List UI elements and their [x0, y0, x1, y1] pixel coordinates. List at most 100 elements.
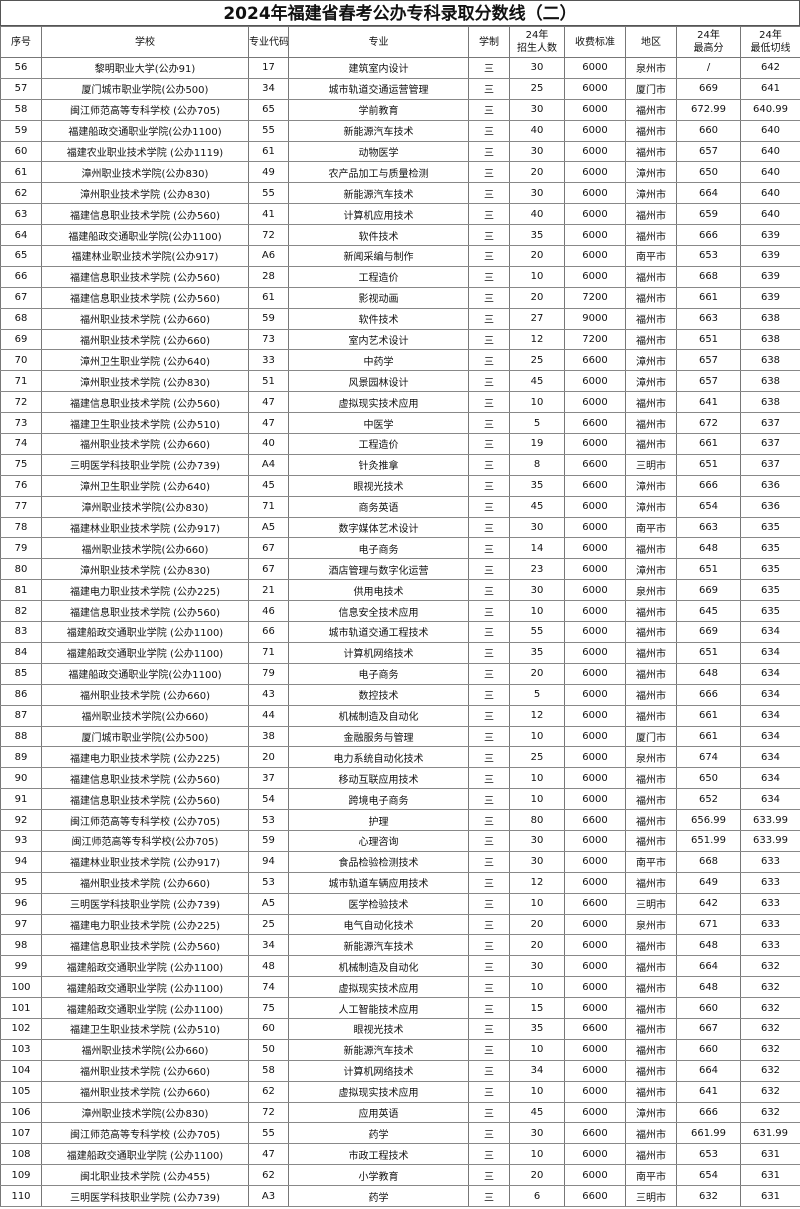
table-row: 72 福建信息职业技术学院 (公办560) 47 虚拟现实技术应用三 10 6000 福州市… — [0, 391, 800, 414]
header-max-score: 24年 最高分 — [676, 26, 741, 58]
cell-region: 福州市 — [625, 767, 677, 790]
cell-index: 64 — [0, 224, 42, 247]
cell-school: 三明医学科技职业学院 (公办739) — [41, 453, 249, 476]
cell-index: 92 — [0, 809, 42, 831]
cell-min-score: 633 — [740, 913, 800, 936]
table-row: 101 福建船政交通职业学院 (公办1100) 75 人工智能技术应用三 15 6000 福… — [0, 997, 800, 1019]
cell-tuition: 6000 — [564, 203, 626, 226]
cell-enrollment: 45 — [509, 370, 565, 393]
cell-major-code: 59 — [248, 307, 289, 330]
cell-index: 58 — [0, 98, 42, 121]
cell-tuition: 6600 — [564, 453, 626, 476]
cell-school: 福州职业技术学院 (公办660) — [41, 433, 249, 455]
cell-major: 电子商务 — [288, 537, 469, 560]
cell-enrollment: 30 — [509, 57, 565, 79]
cell-school: 厦门城市职业学院(公办500) — [41, 725, 249, 748]
cell-duration: 三 — [468, 1143, 510, 1166]
cell-min-score: 640 — [740, 203, 800, 226]
cell-duration: 三 — [468, 704, 510, 727]
cell-region: 福州市 — [625, 788, 677, 811]
cell-school: 厦门城市职业学院(公办500) — [41, 77, 249, 100]
cell-index: 70 — [0, 349, 42, 372]
cell-major: 电气自动化技术 — [288, 913, 469, 936]
cell-school: 福建船政交通职业学院 (公办1100) — [41, 641, 249, 664]
cell-major-code: 46 — [248, 600, 289, 623]
header-school: 学校 — [41, 26, 249, 58]
table-row: 84 福建船政交通职业学院 (公办1100) 71 计算机网络技术三 35 6000 福州市… — [0, 641, 800, 664]
cell-min-score: 640.99 — [740, 98, 800, 121]
cell-index: 108 — [0, 1143, 42, 1166]
cell-major-code: 66 — [248, 621, 289, 643]
cell-duration: 三 — [468, 558, 510, 581]
cell-min-score: 635 — [740, 558, 800, 581]
table-row: 65 福建林业职业技术学院(公办917) A6 新闻采编与制作三 20 6000 南平市 65… — [0, 245, 800, 267]
cell-region: 漳州市 — [625, 370, 677, 393]
cell-major: 信息安全技术应用 — [288, 600, 469, 623]
cell-index: 67 — [0, 286, 42, 309]
cell-major: 医学检验技术 — [288, 892, 469, 915]
table-row: 82 福建信息职业技术学院 (公办560) 46 信息安全技术应用三 10 6000 福州市… — [0, 600, 800, 623]
cell-tuition: 6000 — [564, 621, 626, 643]
cell-duration: 三 — [468, 224, 510, 247]
cell-duration: 三 — [468, 328, 510, 351]
cell-min-score: 638 — [740, 307, 800, 330]
cell-major-code: 53 — [248, 809, 289, 831]
cell-major: 新能源汽车技术 — [288, 119, 469, 142]
cell-duration: 三 — [468, 746, 510, 769]
cell-region: 漳州市 — [625, 349, 677, 372]
cell-enrollment: 10 — [509, 892, 565, 915]
cell-max-score: 666 — [676, 474, 741, 497]
cell-max-score: 663 — [676, 307, 741, 330]
table-row: 109 闽北职业技术学院 (公办455) 62 小学教育三 20 6000 南平市 654 63… — [0, 1164, 800, 1187]
cell-major: 虚拟现实技术应用 — [288, 391, 469, 414]
cell-min-score: 638 — [740, 391, 800, 414]
cell-min-score: 633 — [740, 871, 800, 894]
cell-enrollment: 25 — [509, 77, 565, 100]
cell-min-score: 634 — [740, 725, 800, 748]
cell-school: 福建卫生职业技术学院 (公办510) — [41, 1017, 249, 1040]
cell-major: 市政工程技术 — [288, 1143, 469, 1166]
cell-enrollment: 5 — [509, 683, 565, 706]
cell-max-score: 648 — [676, 537, 741, 560]
cell-min-score: 641 — [740, 77, 800, 100]
cell-tuition: 6600 — [564, 1185, 626, 1207]
table-row: 93 闽江师范高等专科学校(公办705) 59 心理咨询三 30 6000 福州市 651.9… — [0, 829, 800, 852]
cell-region: 福州市 — [625, 976, 677, 999]
cell-major: 人工智能技术应用 — [288, 997, 469, 1019]
cell-region: 三明市 — [625, 1185, 677, 1207]
cell-duration: 三 — [468, 1164, 510, 1187]
page-title: 2024年福建省春考公办专科录取分数线（二） — [0, 0, 800, 26]
cell-tuition: 6000 — [564, 537, 626, 560]
cell-tuition: 9000 — [564, 307, 626, 330]
cell-duration: 三 — [468, 662, 510, 685]
cell-school: 漳州卫生职业学院 (公办640) — [41, 349, 249, 372]
cell-enrollment: 12 — [509, 871, 565, 894]
cell-region: 漳州市 — [625, 495, 677, 518]
cell-index: 59 — [0, 119, 42, 142]
cell-school: 漳州职业技术学院(公办830) — [41, 495, 249, 518]
cell-duration: 三 — [468, 391, 510, 414]
cell-school: 福州职业技术学院 (公办660) — [41, 328, 249, 351]
cell-school: 漳州职业技术学院(公办830) — [41, 161, 249, 184]
cell-enrollment: 10 — [509, 767, 565, 790]
cell-max-score: 666 — [676, 683, 741, 706]
table-header-row: 序号 学校 专业代码 专业 学制 24年 招生人数 收费标准 地区 24年 最高分 24年 最低切… — [0, 26, 800, 58]
cell-major-code: 67 — [248, 558, 289, 581]
table-row: 108 福建船政交通职业学院 (公办1100) 47 市政工程技术三 10 6000 福州市… — [0, 1143, 800, 1166]
table-row: 80 漳州职业技术学院 (公办830) 67 酒店管理与数字化运营三 23 6000 漳州市… — [0, 558, 800, 581]
cell-enrollment: 12 — [509, 704, 565, 727]
cell-min-score: 639 — [740, 286, 800, 309]
cell-major-code: 17 — [248, 57, 289, 79]
cell-major: 学前教育 — [288, 98, 469, 121]
table-row: 58 闽江师范高等专科学校 (公办705) 65 学前教育三 30 6000 福州市 672.… — [0, 98, 800, 121]
header-enrollment: 24年 招生人数 — [509, 26, 565, 58]
cell-school: 福建信息职业技术学院 (公办560) — [41, 934, 249, 957]
cell-max-score: 649 — [676, 871, 741, 894]
cell-tuition: 6000 — [564, 934, 626, 957]
cell-region: 福州市 — [625, 829, 677, 852]
cell-region: 福州市 — [625, 391, 677, 414]
cell-duration: 三 — [468, 871, 510, 894]
cell-max-score: 651.99 — [676, 829, 741, 852]
cell-tuition: 6000 — [564, 725, 626, 748]
cell-index: 62 — [0, 182, 42, 205]
